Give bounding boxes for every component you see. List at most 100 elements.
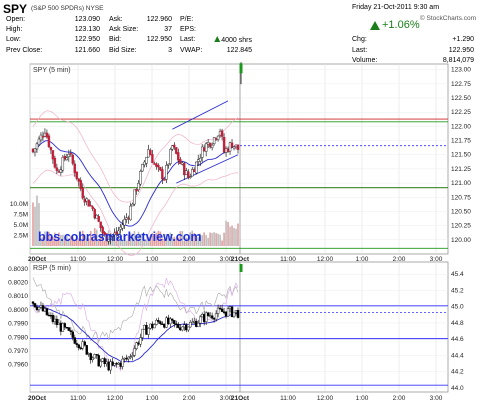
right_fields-label-1: EPS: — [180, 26, 196, 34]
candle-body-81 — [193, 169, 196, 173]
right_fields-label-0: P/E: — [180, 16, 194, 23]
rsp-body-36 — [103, 358, 106, 365]
volume-bar-13 — [58, 232, 60, 246]
volume-bar-26 — [83, 234, 86, 246]
rsp-body-58 — [147, 328, 150, 335]
rsp-body-68 — [167, 317, 170, 325]
candle-body-23 — [77, 178, 80, 182]
candle-body-38 — [107, 239, 110, 242]
volume-bar-5 — [42, 236, 44, 246]
candle-body-94 — [218, 130, 222, 136]
rsp-body-97 — [224, 311, 228, 317]
rsp-body-26 — [83, 341, 86, 346]
rsp-left-tick-0: 0.8030 — [8, 266, 28, 273]
rsp-body-72 — [175, 323, 178, 325]
candle-body-10 — [51, 150, 55, 160]
symbol: SPY — [3, 2, 28, 16]
mid_fields-value-3: 3 — [168, 46, 172, 54]
rsp-body-4 — [39, 305, 43, 308]
candle-body-20 — [71, 154, 75, 164]
volume-bar-77 — [185, 237, 188, 246]
candle-body-58 — [147, 149, 150, 158]
rsp-body-23 — [77, 344, 80, 349]
rsp-body-89 — [208, 315, 212, 317]
rsp-body-79 — [189, 322, 192, 328]
candle-body-67 — [165, 165, 168, 180]
candle-body-84 — [198, 157, 202, 162]
candle-body-97 — [224, 148, 228, 153]
candle-body-24 — [79, 180, 82, 190]
rsp-body-33 — [97, 355, 100, 367]
rsp-right-tick-4: 44.6 — [451, 336, 464, 343]
rsp-moving-average — [32, 303, 239, 363]
channel-lower-line — [176, 154, 239, 184]
rsp-panel-frame — [29, 261, 449, 393]
rsp-body-37 — [105, 361, 108, 365]
candle-body-28 — [87, 199, 90, 207]
mid_fields-value-0: 122.960 — [146, 16, 172, 23]
rsp-body-20 — [71, 331, 75, 338]
candle-body-56 — [143, 161, 146, 166]
volume-bar-22 — [75, 235, 78, 246]
candle-body-64 — [159, 167, 162, 171]
rsp-body-35 — [101, 358, 104, 362]
volume-bar-8 — [48, 231, 50, 246]
rsp-body-27 — [85, 345, 88, 355]
volume-bar-19 — [70, 236, 72, 246]
candle-body-39 — [109, 235, 112, 240]
candle-body-96 — [222, 137, 226, 153]
rsp-body-0 — [31, 301, 35, 304]
volume-bar-93 — [217, 233, 219, 246]
rsp-body-63 — [157, 320, 160, 322]
rsp-body-80 — [191, 321, 194, 324]
candle-body-48 — [127, 217, 130, 220]
rsp-body-39 — [109, 361, 112, 371]
volume-bar-65 — [161, 238, 164, 246]
volume-bar-101 — [233, 227, 235, 246]
candle-body-25 — [81, 187, 84, 199]
volume-bar-9 — [50, 236, 52, 246]
mid_fields-label-1: Ask Size: — [109, 26, 139, 34]
candle-body-93 — [216, 135, 220, 140]
candle-body-5 — [41, 136, 45, 138]
candle-body-16 — [63, 156, 67, 160]
candle-body-31 — [93, 208, 96, 219]
rsp-body-59 — [149, 323, 152, 329]
candle-body-95 — [220, 130, 224, 137]
rsp-body-67 — [165, 317, 168, 328]
rsp-body-34 — [99, 361, 102, 367]
volume-bar-95 — [221, 240, 223, 246]
rsp-body-32 — [95, 354, 98, 356]
volume-bar-18 — [68, 239, 70, 246]
candle-body-50 — [131, 203, 134, 207]
volume-bar-92 — [215, 233, 217, 246]
price-tick-8: 121.00 — [451, 180, 471, 187]
candle-body-89 — [208, 142, 212, 148]
up-triangle-icon — [370, 21, 380, 30]
rsp-body-57 — [145, 325, 148, 335]
far_fields-label-2: Volume: — [352, 56, 378, 64]
volume-bar-12 — [56, 239, 58, 246]
rsp-right-tick-5: 44.4 — [451, 352, 464, 359]
price-tick-12: 120.00 — [451, 237, 471, 244]
rsp-left-tick-7: 0.7960 — [8, 362, 28, 369]
rsp-body-62 — [155, 320, 158, 325]
volume-bar-84 — [199, 233, 201, 246]
volume-bar-72 — [175, 238, 178, 246]
candle-body-12 — [55, 167, 59, 171]
rsp-left-tick-5: 0.7980 — [8, 334, 28, 341]
volume-bar-46 — [123, 235, 126, 246]
candle-body-27 — [85, 198, 88, 202]
volume-bar-47 — [125, 240, 128, 246]
rsp-body-85 — [200, 314, 204, 318]
price-tick-5: 121.75 — [451, 138, 471, 145]
far_fields-value-2: 8,814,079 — [442, 56, 474, 64]
volume-bar-33 — [97, 238, 100, 246]
candle-body-19 — [69, 153, 73, 155]
rsp-body-103 — [236, 310, 240, 318]
price-x-tick-11: 3:00 — [430, 256, 443, 263]
rsp-body-18 — [67, 327, 71, 331]
price-tick-7: 121.25 — [451, 166, 471, 173]
candle-body-7 — [45, 132, 49, 138]
candle-body-17 — [65, 157, 69, 161]
